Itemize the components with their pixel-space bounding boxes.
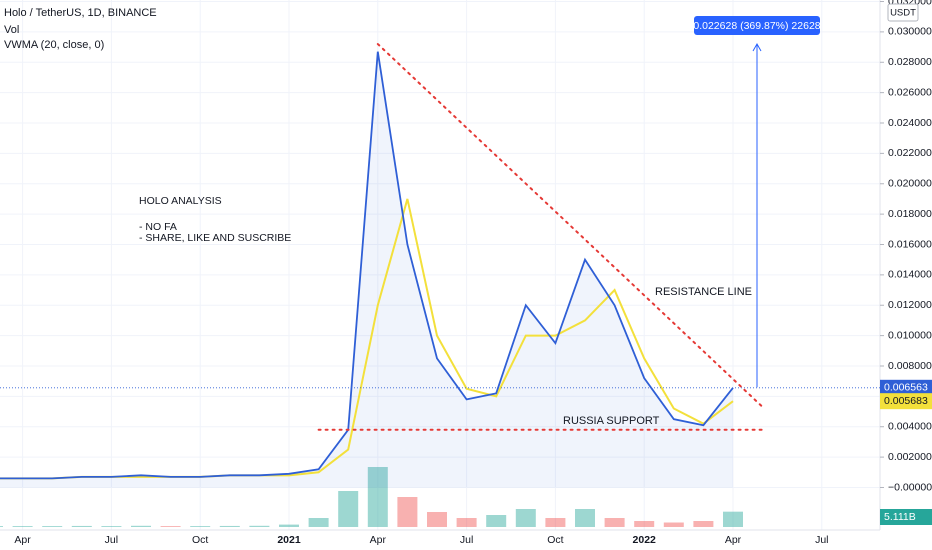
vwma-price-label: 0.005683	[884, 395, 928, 407]
x-tick-label: Apr	[370, 534, 387, 546]
y-tick-label: 0.008000	[888, 360, 932, 372]
measure-arrowhead	[752, 43, 762, 52]
annotation: - SHARE, LIKE AND SUSCRIBE	[139, 232, 291, 244]
axes: −0.0000000.0020000.0040000.0060000.00800…	[14, 0, 932, 546]
resistance-label: RESISTANCE LINE	[655, 286, 752, 298]
volume-bar	[249, 525, 270, 527]
volume-bar	[367, 467, 388, 527]
y-tick-label: 0.012000	[888, 299, 932, 311]
y-tick-label: 0.028000	[888, 56, 932, 68]
volume-bar	[545, 518, 566, 527]
volume-bar	[42, 526, 63, 527]
plot	[0, 0, 880, 530]
currency: USDT	[890, 8, 916, 19]
volume-bar	[131, 525, 151, 527]
volume-bar	[338, 491, 359, 527]
measure-label: 0.022628 (369.87%) 22628	[693, 20, 820, 32]
price-area	[0, 51, 733, 488]
resistance-line	[376, 43, 764, 408]
y-tick-label: 0.024000	[888, 117, 932, 129]
x-tick-label: Jul	[460, 534, 473, 546]
annotation: - NO FA	[139, 221, 177, 233]
y-tick-label: 0.020000	[888, 178, 932, 190]
volume-bar	[693, 521, 714, 527]
volume-bar	[456, 518, 477, 527]
volume-label: 5.111B	[884, 511, 916, 523]
measure-label-box	[694, 16, 820, 36]
x-tick-label: Jul	[815, 534, 828, 546]
vwma-name: VWMA (20, close, 0)	[4, 39, 104, 51]
x-tick-label: 2022	[633, 534, 657, 546]
x-tick-label: Apr	[14, 534, 31, 546]
y-tick-label: 0.010000	[888, 329, 932, 341]
y-tick-label: 0.002000	[888, 451, 932, 463]
x-tick-label: Oct	[192, 534, 208, 546]
volume-bar	[12, 526, 33, 527]
volume-bar	[515, 509, 536, 527]
overlay: RESISTANCE LINE RUSSIA SUPPORT 0.022628 (3…	[0, 7, 880, 431]
x-tick-label: Jul	[105, 534, 118, 546]
volume-bar	[0, 526, 3, 527]
volume-bar	[160, 526, 181, 527]
volume-name: Vol	[4, 24, 19, 36]
currency-box	[887, 3, 919, 22]
volume-bar	[634, 521, 655, 527]
chart-title: Holo / TetherUS, 1D, BINANCE	[4, 7, 157, 19]
y-tick-label: 0.018000	[888, 208, 932, 220]
volume-bar	[575, 509, 595, 527]
volume-bar	[663, 522, 684, 527]
volume-bar	[101, 526, 122, 527]
last-price-label-box	[880, 379, 932, 396]
vwma-price-label-box	[880, 393, 932, 410]
y-tick-label: 0.030000	[888, 26, 932, 38]
volume-bar	[190, 526, 211, 527]
volume-bar	[279, 524, 299, 527]
y-tick-label: 0.016000	[888, 238, 932, 250]
x-tick-label: Oct	[547, 534, 563, 546]
annotation: HOLO ANALYSIS	[139, 195, 222, 207]
volume-bar	[71, 525, 92, 527]
x-tick-label: 2021	[277, 534, 301, 546]
support-label: RUSSIA SUPPORT	[563, 415, 660, 427]
volume-bar	[397, 497, 418, 527]
volume-bar	[219, 525, 240, 527]
last-price-label: 0.006563	[884, 382, 928, 394]
volume-bar	[308, 518, 329, 527]
volume-bar	[723, 511, 743, 527]
y-tick-label: 0.022000	[888, 147, 932, 159]
volume-bar	[604, 518, 625, 527]
volume-bar	[427, 512, 447, 527]
y-tick-label: 0.004000	[888, 421, 932, 433]
volume-label-box	[880, 509, 932, 525]
volume-bar	[486, 515, 507, 527]
x-tick-label: Apr	[725, 534, 742, 546]
y-tick-label: 0.026000	[888, 86, 932, 98]
price-line	[0, 51, 734, 480]
y-tick-label: 0.014000	[888, 269, 932, 281]
